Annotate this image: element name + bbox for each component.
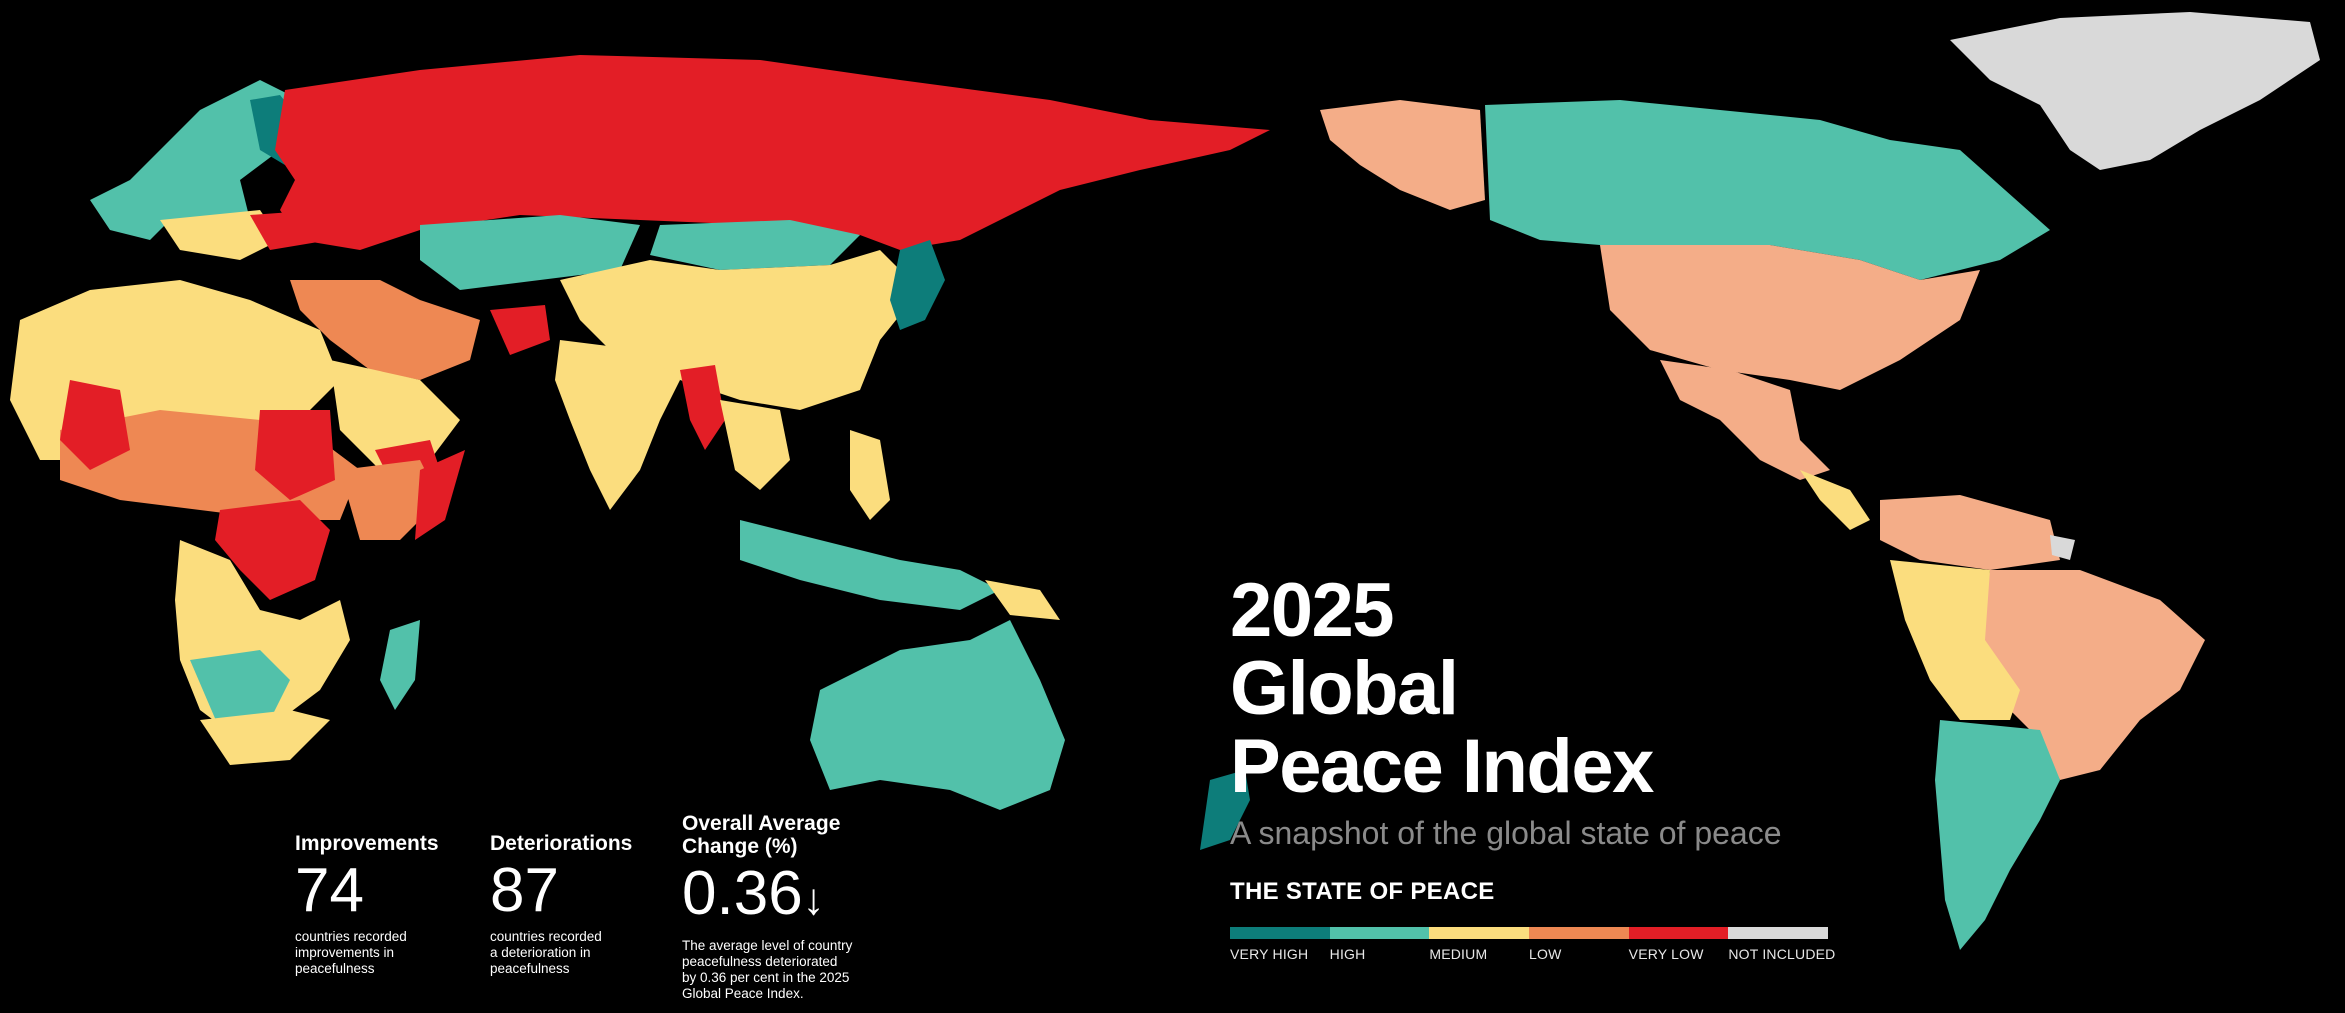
region-somalia (415, 450, 465, 540)
region-india (555, 340, 680, 510)
stat-deteriorations-label: Deteriorations (490, 832, 633, 855)
region-horn (340, 460, 440, 540)
region-japan (890, 240, 945, 330)
region-alaska (1320, 100, 1485, 210)
stat-average-change: Overall Average Change (%) 0.36↓ The ave… (682, 812, 852, 1002)
region-colombia-venezuela (1880, 495, 2060, 570)
legend-swatch (1529, 927, 1629, 939)
down-arrow-icon: ↓ (802, 875, 825, 924)
region-usa (1600, 245, 1980, 390)
legend-title: THE STATE OF PEACE (1230, 878, 1495, 905)
region-mongolia (650, 220, 860, 270)
page-title: 2025 Global Peace Index (1230, 568, 1654, 809)
region-greenland (1950, 12, 2320, 170)
region-drc (215, 500, 330, 600)
region-mali (60, 380, 130, 470)
region-myanmar (680, 365, 725, 450)
region-australia (810, 620, 1065, 810)
legend-swatch (1728, 927, 1829, 939)
stat-improvements-value: 74 (295, 856, 364, 925)
stat-improvements: Improvements 74 countries recorded impro… (295, 832, 439, 977)
region-mexico (1660, 360, 1830, 480)
title-line-global: Global (1230, 646, 1459, 731)
region-europe (90, 80, 300, 240)
region-middle-east (290, 280, 480, 380)
legend-swatch (1230, 927, 1330, 939)
stat-deteriorations-desc: countries recorded a deterioration in pe… (490, 929, 602, 976)
region-andes (1890, 560, 2020, 720)
region-canada (1485, 100, 2050, 280)
legend-label: NOT INCLUDED (1728, 946, 1836, 962)
region-eastern-europe (160, 210, 280, 260)
legend-swatch (1429, 927, 1530, 939)
title-year: 2025 (1230, 568, 1395, 653)
region-russia (275, 55, 1270, 250)
region-philippines (850, 430, 890, 520)
legend-swatch (1329, 927, 1430, 939)
region-argentina-chile (1935, 720, 2060, 950)
stat-average-label: Overall Average Change (%) (682, 812, 841, 858)
stat-deteriorations: Deteriorations 87 countries recorded a d… (490, 832, 632, 977)
region-southern-africa (190, 650, 290, 730)
region-south-africa (200, 710, 330, 765)
stat-average-desc: The average level of country peacefulnes… (682, 938, 853, 1001)
stat-improvements-desc: countries recorded improvements in peace… (295, 929, 407, 976)
legend-swatch (1628, 927, 1729, 939)
legend-label: VERY HIGH (1230, 946, 1309, 962)
legend-color-bar (1230, 927, 1829, 939)
page-subtitle: A snapshot of the global state of peace (1230, 815, 1782, 851)
region-indochina (720, 400, 790, 490)
legend-label: VERY LOW (1628, 946, 1704, 962)
region-png (985, 580, 1060, 620)
legend-label: HIGH (1329, 946, 1366, 962)
stat-average-value: 0.36↓ (682, 859, 825, 928)
title-line-peace-index: Peace Index (1230, 724, 1654, 809)
region-guiana (2050, 535, 2075, 560)
region-brazil (1980, 570, 2205, 780)
legend-label: MEDIUM (1429, 946, 1488, 962)
region-new-zealand (1200, 770, 1250, 850)
stat-improvements-label: Improvements (295, 832, 439, 855)
region-central-america (1800, 470, 1870, 530)
legend-label: LOW (1529, 946, 1562, 962)
region-indonesia (740, 520, 1000, 610)
region-afghanistan (490, 305, 550, 355)
region-kazakhstan (420, 215, 640, 290)
region-sudan (255, 410, 335, 500)
stat-deteriorations-value: 87 (490, 856, 559, 925)
region-madagascar (380, 620, 420, 710)
region-ukraine (250, 210, 330, 250)
legend-labels: VERY HIGH HIGH MEDIUM LOW VERY LOW NOT INCLUD… (1230, 946, 1870, 966)
